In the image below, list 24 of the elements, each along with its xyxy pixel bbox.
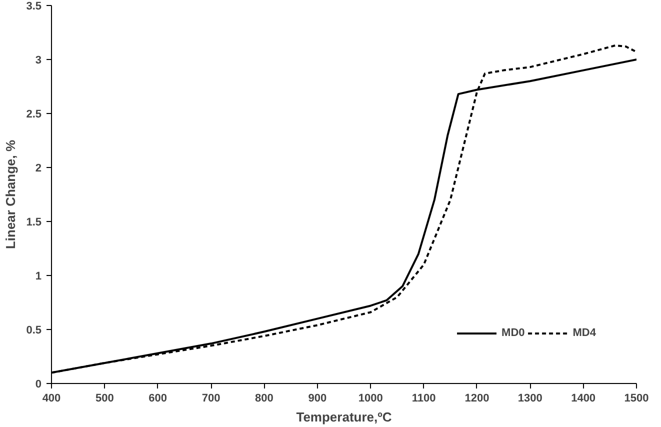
x-tick-label: 1000 bbox=[358, 392, 383, 404]
x-axis-title: Temperature,ºC bbox=[296, 410, 392, 424]
x-tick-label: 600 bbox=[148, 392, 168, 404]
y-tick-label: 2 bbox=[35, 162, 42, 174]
x-tick-label: 1300 bbox=[518, 392, 542, 404]
y-tick-label: 0 bbox=[35, 378, 42, 390]
y-axis-title: Linear Change, % bbox=[3, 140, 18, 250]
y-tick-label: 0.5 bbox=[26, 324, 42, 336]
legend-label: MD0 bbox=[502, 327, 525, 339]
x-tick-label: 700 bbox=[202, 392, 220, 404]
y-tick-label: 2.5 bbox=[26, 108, 42, 120]
x-tick-label: 1400 bbox=[571, 392, 596, 404]
y-tick-label: 3 bbox=[35, 54, 42, 66]
x-tick-label: 1200 bbox=[464, 392, 490, 404]
x-tick-label: 800 bbox=[255, 392, 274, 404]
x-tick-label: 1100 bbox=[412, 392, 436, 404]
legend-label: MD4 bbox=[572, 327, 596, 339]
y-tick-label: 1.5 bbox=[26, 216, 42, 228]
y-tick-label: 3.5 bbox=[26, 0, 42, 12]
x-tick-label: 500 bbox=[96, 392, 114, 404]
x-tick-label: 1500 bbox=[624, 392, 649, 404]
x-tick-label: 900 bbox=[308, 392, 327, 404]
x-tick-label: 400 bbox=[42, 392, 61, 404]
y-tick-label: 1 bbox=[35, 270, 42, 282]
